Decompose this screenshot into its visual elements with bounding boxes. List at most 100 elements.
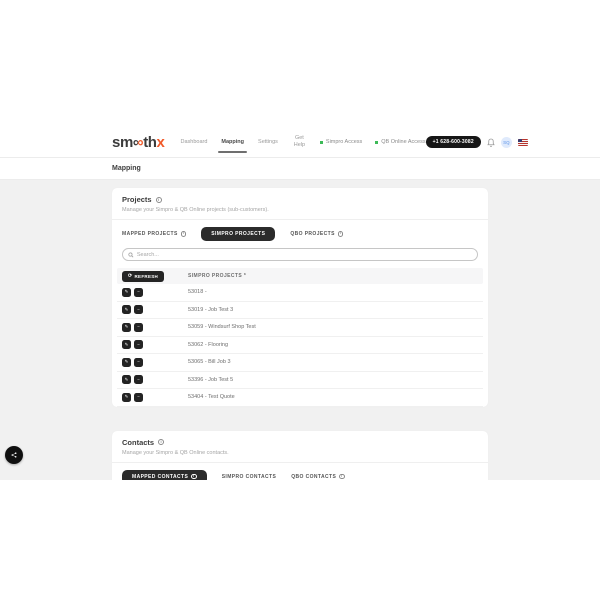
edit-mapping-button[interactable]: ✎: [122, 357, 131, 367]
edit-icon: ✎: [124, 341, 129, 347]
edit-mapping-button[interactable]: ✎: [122, 392, 131, 402]
phone-number-button[interactable]: +1 628-600-3082: [425, 136, 481, 148]
edit-mapping-button[interactable]: ✎: [122, 375, 131, 385]
page-title: Mapping: [112, 165, 141, 172]
project-name: 53396 - Job Test 5: [188, 376, 234, 383]
project-name: 53018 -: [188, 289, 207, 296]
nav-dashboard[interactable]: Dashboard: [180, 139, 208, 145]
refresh-icon: ⟳: [128, 272, 133, 279]
unmap-button[interactable]: −: [134, 322, 143, 332]
info-icon[interactable]: i: [180, 231, 187, 237]
tab-simpro-projects[interactable]: SIMPRO PROJECTS: [201, 227, 276, 241]
tab-label: MAPPED CONTACTS: [132, 473, 189, 480]
project-name: 53065 - Bill Job 3: [188, 359, 231, 366]
row-actions: ✎ −: [122, 322, 143, 332]
simpro-access-status: Simpro Access: [319, 139, 363, 145]
edit-icon: ✎: [124, 289, 129, 294]
info-icon[interactable]: i: [158, 439, 165, 445]
status-label: Simpro Access: [325, 139, 363, 145]
nav-mapping[interactable]: Mapping: [218, 139, 247, 153]
edit-icon: ✎: [124, 376, 129, 382]
edit-icon: ✎: [124, 359, 129, 364]
unmap-button[interactable]: −: [134, 340, 143, 350]
minus-icon: −: [137, 394, 140, 399]
unmap-button[interactable]: −: [134, 392, 143, 402]
info-icon[interactable]: i: [337, 231, 344, 237]
status-label: QB Online Access: [381, 139, 426, 145]
us-flag-icon[interactable]: [517, 138, 528, 146]
unmap-button[interactable]: −: [134, 287, 143, 297]
floating-widget-button[interactable]: [5, 446, 23, 464]
breadcrumb: Mapping: [0, 158, 600, 180]
minus-icon: −: [137, 359, 140, 364]
logo-text: sm: [112, 133, 133, 151]
user-avatar[interactable]: SQ: [500, 136, 512, 148]
main-nav: Dashboard Mapping Settings Get Help: [180, 134, 307, 153]
search-input[interactable]: [136, 251, 472, 258]
minus-icon: −: [137, 341, 140, 347]
table-row: ✎ − 53019 - Job Test 3: [117, 302, 483, 319]
table-row: ✎ − 53065 - Bill Job 3: [117, 354, 483, 372]
edit-mapping-button[interactable]: ✎: [122, 322, 131, 332]
tab-qbo-projects[interactable]: QBO PROJECTS i: [290, 231, 344, 237]
share-icon: [11, 452, 17, 458]
green-dot-icon: [375, 140, 379, 144]
connection-statuses: Simpro Access QB Online Access: [319, 139, 426, 145]
content-area: Projects i Manage your Simpro & QB Onlin…: [0, 180, 600, 480]
contacts-card-header: Contacts i Manage your Simpro & QB Onlin…: [112, 431, 488, 463]
row-actions: ✎ −: [122, 375, 143, 385]
edit-mapping-button[interactable]: ✎: [122, 287, 131, 297]
row-actions: ✎ −: [122, 340, 143, 350]
nav-get-help[interactable]: Get Help: [293, 134, 306, 148]
tab-mapped-contacts[interactable]: MAPPED CONTACTS i: [122, 469, 207, 480]
info-icon[interactable]: i: [191, 473, 197, 480]
minus-icon: −: [137, 289, 140, 294]
tab-simpro-contacts[interactable]: SIMPRO CONTACTS: [222, 474, 277, 480]
projects-tabs: MAPPED PROJECTS i SIMPRO PROJECTS QBO PR…: [112, 220, 488, 247]
smoothx-logo[interactable]: sm∞thx: [112, 135, 165, 150]
project-name: 53019 - Job Test 3: [188, 306, 234, 313]
header-right-cluster: +1 628-600-3082 SQ: [425, 136, 528, 148]
projects-table: ⟳ REFRESH SIMPRO PROJECTS * ✎ − 53018 - …: [117, 268, 483, 407]
bell-icon: [487, 138, 495, 147]
logo-text: x: [156, 133, 165, 151]
tab-qbo-contacts[interactable]: QBO CONTACTS i: [291, 473, 345, 480]
contacts-tabs: MAPPED CONTACTS i SIMPRO CONTACTS QBO CO…: [112, 463, 488, 480]
edit-icon: ✎: [124, 324, 129, 329]
minus-icon: −: [137, 306, 140, 312]
tab-mapped-projects[interactable]: MAPPED PROJECTS i: [122, 231, 187, 237]
qb-online-access-status: QB Online Access: [375, 139, 426, 145]
table-row: ✎ − 53018 -: [117, 284, 483, 302]
refresh-label: REFRESH: [134, 273, 159, 279]
tab-label: QBO PROJECTS: [290, 231, 335, 237]
tab-label: SIMPRO CONTACTS: [221, 473, 277, 480]
notifications-button[interactable]: [487, 138, 495, 147]
edit-mapping-button[interactable]: ✎: [122, 305, 131, 315]
info-icon[interactable]: i: [339, 473, 345, 480]
tab-label: MAPPED PROJECTS: [122, 231, 178, 237]
infinity-icon: ∞: [132, 133, 144, 151]
table-row: ✎ − 53396 - Job Test 5: [117, 372, 483, 389]
edit-icon: ✎: [124, 306, 129, 312]
projects-description: Manage your Simpro & QB Online projects …: [122, 207, 269, 213]
unmap-button[interactable]: −: [134, 375, 143, 385]
logo-text: th: [143, 133, 157, 151]
projects-table-header: ⟳ REFRESH SIMPRO PROJECTS *: [117, 268, 483, 284]
project-name: 53059 - Windsurf Shop Test: [188, 324, 256, 331]
projects-search: [122, 248, 478, 261]
edit-mapping-button[interactable]: ✎: [122, 340, 131, 350]
projects-card: Projects i Manage your Simpro & QB Onlin…: [112, 188, 488, 407]
column-header: SIMPRO PROJECTS *: [188, 273, 247, 279]
info-icon[interactable]: i: [155, 196, 162, 203]
nav-settings[interactable]: Settings: [258, 139, 278, 145]
projects-title: Projects: [122, 195, 152, 204]
table-row: ✎ − 53404 - Test Quote: [117, 389, 483, 407]
tab-label: QBO CONTACTS: [291, 473, 337, 480]
green-dot-icon: [319, 140, 323, 144]
unmap-button[interactable]: −: [134, 305, 143, 315]
unmap-button[interactable]: −: [134, 357, 143, 367]
row-actions: ✎ −: [122, 357, 143, 367]
search-icon: [128, 251, 134, 257]
refresh-button[interactable]: ⟳ REFRESH: [122, 270, 165, 282]
minus-icon: −: [137, 324, 140, 329]
